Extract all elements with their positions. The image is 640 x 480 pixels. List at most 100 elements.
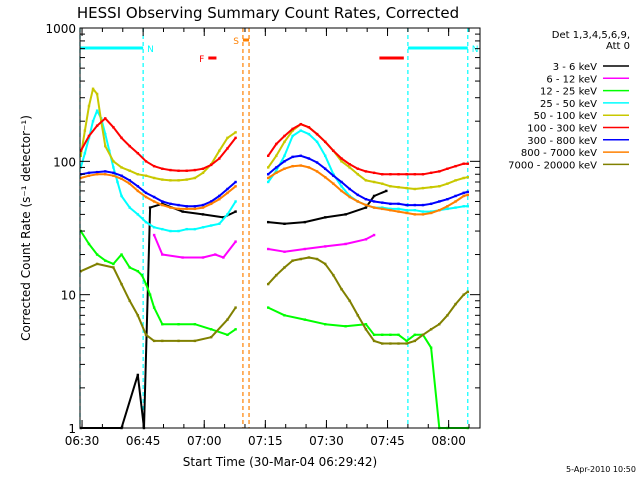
series-point: [234, 210, 237, 213]
series-point: [454, 164, 457, 168]
series-point: [413, 339, 417, 343]
series-point: [226, 136, 229, 140]
series-point: [91, 119, 95, 123]
series-point: [397, 173, 400, 176]
series-point: [421, 186, 425, 190]
series-point: [283, 154, 286, 158]
series-point: [209, 202, 213, 206]
series-point: [266, 176, 270, 180]
series-point: [185, 169, 188, 172]
series-point: [348, 163, 351, 166]
series-point: [385, 189, 388, 193]
series-point: [372, 333, 376, 337]
series-point: [421, 173, 425, 176]
series-point: [161, 203, 164, 207]
series-point: [136, 213, 140, 216]
series-point: [136, 152, 140, 155]
series-point: [226, 147, 229, 150]
series-point: [438, 209, 441, 212]
series-point: [405, 211, 408, 215]
series-line: [80, 164, 469, 216]
y-tick-label: 100: [53, 155, 76, 169]
series-point: [148, 293, 152, 296]
series-point: [429, 171, 433, 175]
series-point: [266, 247, 270, 251]
series-point: [389, 207, 392, 211]
series-point: [104, 117, 107, 120]
series-point: [397, 333, 400, 337]
series-point: [177, 339, 180, 343]
series-point: [266, 282, 270, 286]
series-point: [201, 203, 205, 207]
series-point: [421, 203, 425, 207]
series-point: [136, 173, 140, 176]
series-point: [95, 124, 99, 127]
series-point: [234, 131, 237, 134]
series-point: [429, 346, 433, 349]
series-point: [429, 185, 433, 189]
series-point: [112, 171, 115, 175]
y-tick-label: 1000: [45, 22, 76, 36]
series-point: [291, 155, 294, 159]
series-point: [283, 140, 286, 144]
plot-area: N N F S: [79, 28, 479, 430]
series-point: [291, 164, 294, 168]
series-point: [95, 109, 99, 112]
series-point: [234, 136, 237, 140]
series-point: [275, 166, 278, 169]
series-point: [299, 257, 302, 261]
series-point: [177, 229, 180, 233]
series-point: [356, 173, 360, 176]
series-point: [454, 206, 457, 209]
series-point: [152, 233, 156, 237]
series-point: [364, 179, 368, 182]
series-point: [79, 154, 83, 158]
series-point: [381, 182, 384, 185]
series-point: [83, 129, 87, 132]
series-point: [266, 173, 270, 176]
series-point: [116, 180, 119, 184]
series-point: [364, 170, 368, 173]
series-point: [209, 224, 213, 227]
series-point: [234, 240, 237, 243]
series-point: [193, 205, 197, 208]
series-point: [332, 149, 335, 152]
y-tick-label: 1: [68, 422, 76, 436]
series-point: [283, 250, 286, 253]
series-point: [152, 176, 156, 180]
series-point: [152, 195, 156, 199]
legend-entry-label: 12 - 25 keV: [540, 87, 597, 98]
series-point: [389, 209, 392, 212]
series-point: [136, 185, 140, 188]
series-point: [283, 167, 286, 170]
series-point: [87, 134, 91, 138]
series-point: [299, 164, 302, 167]
series-point: [144, 160, 148, 163]
series-point: [315, 170, 319, 173]
series-point: [144, 174, 148, 177]
series-point: [421, 213, 425, 216]
series-point: [169, 229, 172, 233]
series-point: [209, 328, 213, 331]
series-point: [201, 213, 205, 216]
series-point: [79, 269, 83, 273]
series-point: [222, 216, 225, 219]
series-point: [144, 282, 148, 286]
series-point: [226, 318, 229, 321]
series-point: [185, 178, 188, 181]
series-point: [104, 259, 107, 262]
series-point: [381, 201, 384, 204]
series-2: [79, 229, 469, 430]
series-point: [144, 195, 148, 199]
series-point: [169, 206, 172, 209]
series-point: [397, 342, 400, 345]
series-point: [389, 202, 392, 206]
series-point: [454, 194, 457, 198]
series-point: [120, 282, 123, 286]
x-axis: 06:30 06:45 07:00 07:15 07:30 07:45 08:00: [65, 28, 470, 448]
series-point: [201, 171, 205, 175]
series-point: [421, 333, 425, 337]
series-point: [161, 323, 164, 326]
series-point: [340, 189, 343, 193]
